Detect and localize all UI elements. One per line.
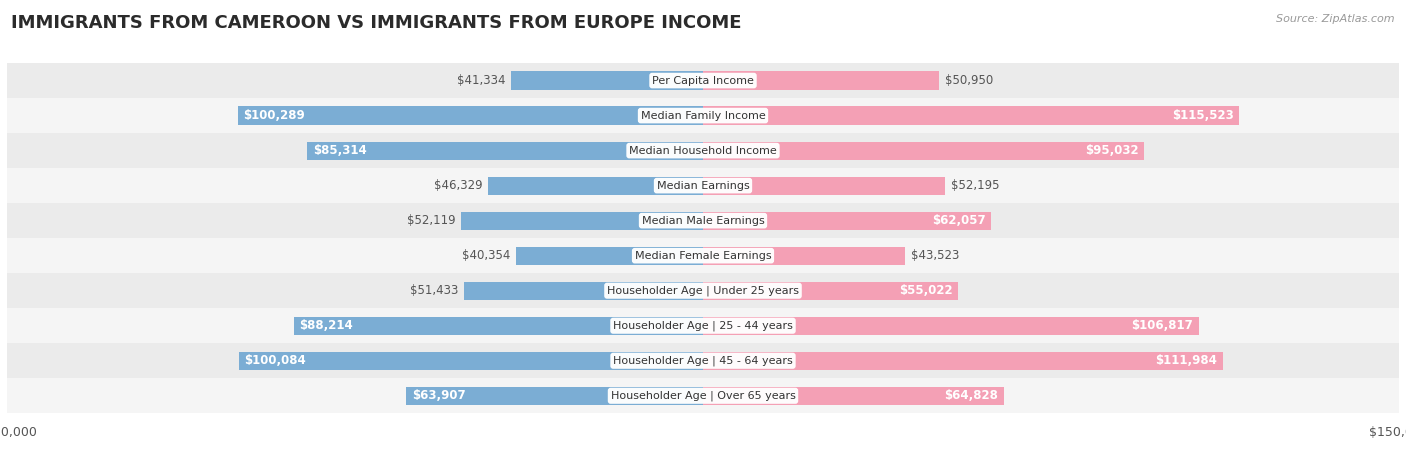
Bar bbox=[512, 71, 703, 90]
Bar bbox=[7, 168, 1399, 203]
Bar bbox=[488, 177, 703, 195]
Bar bbox=[7, 378, 1399, 413]
Text: $50,950: $50,950 bbox=[945, 74, 993, 87]
Bar bbox=[238, 106, 703, 125]
Text: $111,984: $111,984 bbox=[1156, 354, 1218, 367]
Bar bbox=[703, 352, 1223, 370]
Bar bbox=[7, 203, 1399, 238]
Text: Householder Age | 45 - 64 years: Householder Age | 45 - 64 years bbox=[613, 355, 793, 366]
Bar bbox=[703, 106, 1239, 125]
Bar bbox=[7, 308, 1399, 343]
Text: Median Household Income: Median Household Income bbox=[628, 146, 778, 156]
Bar bbox=[7, 238, 1399, 273]
Text: $100,289: $100,289 bbox=[243, 109, 305, 122]
Bar bbox=[703, 387, 1004, 405]
Text: Median Female Earnings: Median Female Earnings bbox=[634, 251, 772, 261]
Bar bbox=[703, 317, 1198, 335]
Text: $46,329: $46,329 bbox=[434, 179, 482, 192]
Bar bbox=[7, 63, 1399, 98]
Bar bbox=[703, 142, 1144, 160]
Text: Householder Age | 25 - 44 years: Householder Age | 25 - 44 years bbox=[613, 320, 793, 331]
Text: Householder Age | Over 65 years: Householder Age | Over 65 years bbox=[610, 390, 796, 401]
Text: Householder Age | Under 25 years: Householder Age | Under 25 years bbox=[607, 285, 799, 296]
Bar bbox=[703, 212, 991, 230]
Bar bbox=[703, 177, 945, 195]
Text: $106,817: $106,817 bbox=[1132, 319, 1194, 332]
Bar bbox=[406, 387, 703, 405]
Text: $55,022: $55,022 bbox=[898, 284, 953, 297]
Bar bbox=[703, 282, 959, 300]
Text: $85,314: $85,314 bbox=[312, 144, 367, 157]
Bar bbox=[294, 317, 703, 335]
Text: $41,334: $41,334 bbox=[457, 74, 506, 87]
Bar bbox=[461, 212, 703, 230]
Bar bbox=[7, 98, 1399, 133]
Text: $115,523: $115,523 bbox=[1171, 109, 1233, 122]
Text: $63,907: $63,907 bbox=[412, 389, 465, 402]
Text: $52,195: $52,195 bbox=[950, 179, 1000, 192]
Text: $62,057: $62,057 bbox=[932, 214, 986, 227]
Text: Source: ZipAtlas.com: Source: ZipAtlas.com bbox=[1277, 14, 1395, 24]
Text: IMMIGRANTS FROM CAMEROON VS IMMIGRANTS FROM EUROPE INCOME: IMMIGRANTS FROM CAMEROON VS IMMIGRANTS F… bbox=[11, 14, 742, 32]
Text: $43,523: $43,523 bbox=[911, 249, 959, 262]
Bar bbox=[516, 247, 703, 265]
Text: $51,433: $51,433 bbox=[411, 284, 458, 297]
Bar bbox=[239, 352, 703, 370]
Bar bbox=[7, 133, 1399, 168]
Text: $40,354: $40,354 bbox=[461, 249, 510, 262]
Bar bbox=[703, 247, 905, 265]
Bar bbox=[7, 273, 1399, 308]
Bar bbox=[7, 343, 1399, 378]
Text: $88,214: $88,214 bbox=[299, 319, 353, 332]
Text: $64,828: $64,828 bbox=[945, 389, 998, 402]
Text: $95,032: $95,032 bbox=[1085, 144, 1139, 157]
Bar bbox=[307, 142, 703, 160]
Text: Per Capita Income: Per Capita Income bbox=[652, 76, 754, 85]
Text: Median Male Earnings: Median Male Earnings bbox=[641, 216, 765, 226]
Bar bbox=[464, 282, 703, 300]
Text: $52,119: $52,119 bbox=[406, 214, 456, 227]
Text: Median Family Income: Median Family Income bbox=[641, 111, 765, 120]
Text: $100,084: $100,084 bbox=[245, 354, 307, 367]
Bar bbox=[703, 71, 939, 90]
Text: Median Earnings: Median Earnings bbox=[657, 181, 749, 191]
